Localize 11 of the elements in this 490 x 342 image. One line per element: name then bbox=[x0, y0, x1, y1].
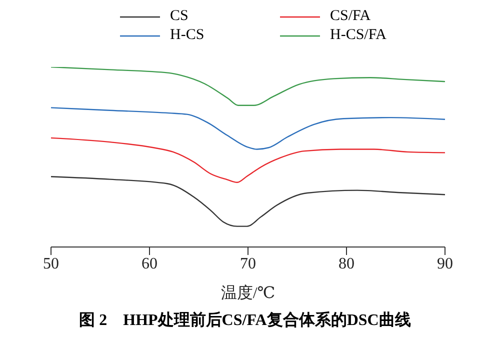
text: 图 2 HHP处理前后CS/FA复合体系的DSC曲线 bbox=[78, 310, 412, 331]
x-tick-label: 50 bbox=[43, 255, 59, 272]
x-tick-label: 90 bbox=[437, 255, 453, 272]
legend-label: CS bbox=[170, 8, 188, 25]
x-tick-label: 70 bbox=[240, 255, 256, 272]
x-tick-label: 80 bbox=[338, 255, 354, 272]
legend-label: H-CS/FA bbox=[330, 27, 386, 44]
legend-label: CS/FA bbox=[330, 8, 371, 25]
legend-label: H-CS bbox=[170, 27, 204, 44]
x-tick-label: 60 bbox=[142, 255, 158, 272]
x-axis-title: 温度/℃ bbox=[220, 284, 276, 302]
